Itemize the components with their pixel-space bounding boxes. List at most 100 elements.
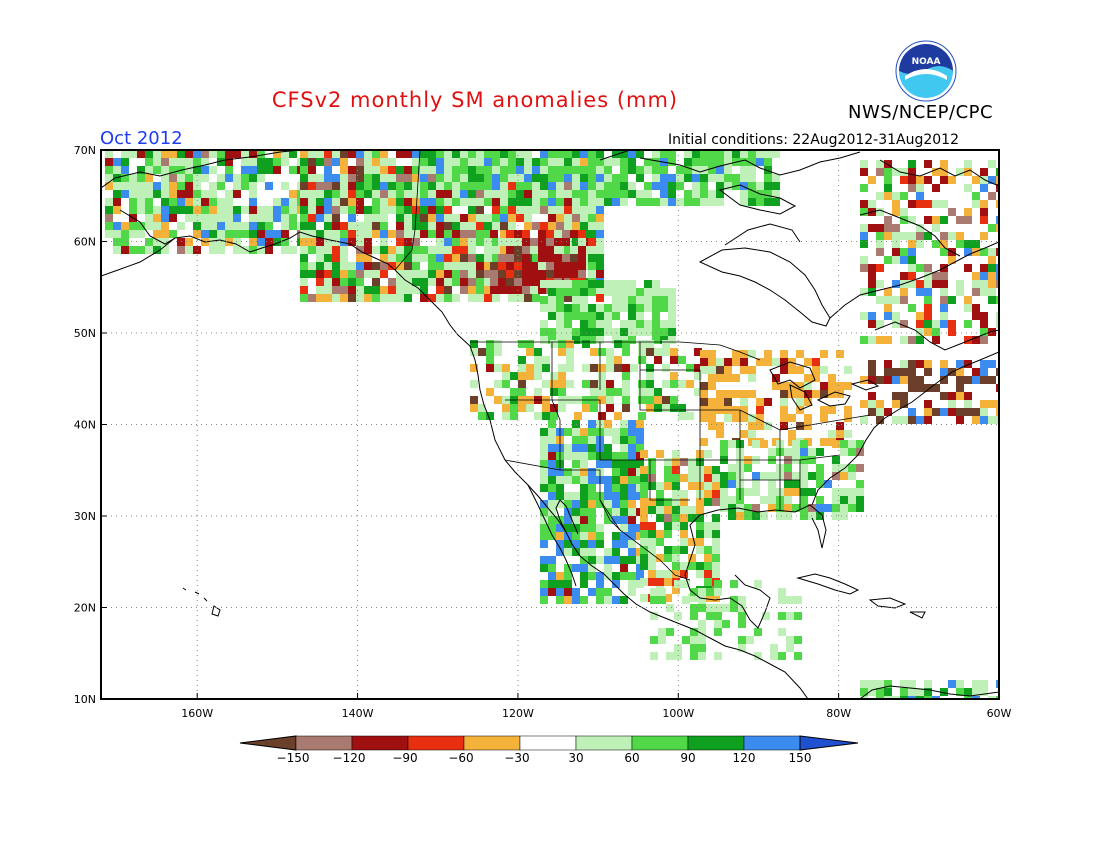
legend-tick-label: 150 [789,751,812,765]
anomaly-cell [404,190,412,198]
anomaly-cell [900,392,908,400]
anomaly-cell [428,294,436,302]
anomaly-cell [580,476,588,484]
anomaly-cell [145,206,153,214]
anomaly-cell [556,288,564,296]
anomaly-cell [620,444,628,452]
anomaly-cell [316,174,324,182]
anomaly-cell [700,366,708,374]
anomaly-cell [860,680,868,688]
anomaly-cell [420,222,428,230]
anomaly-cell [696,506,704,514]
anomaly-cell [588,532,596,540]
anomaly-cell [300,158,308,166]
anomaly-cell [137,246,145,254]
anomaly-cell [564,548,572,556]
anomaly-cell [185,158,193,166]
map-title: CFSv2 monthly SM anomalies (mm) [271,88,679,112]
anomaly-cell [606,356,614,364]
anomaly-cell [780,366,788,374]
anomaly-cell [788,366,796,374]
anomaly-cell [324,294,332,302]
anomaly-cell [562,254,570,262]
anomaly-cell [640,490,648,498]
anomaly-cell [396,222,404,230]
anomaly-cell [534,356,542,364]
anomaly-cell [494,396,502,404]
anomaly-cell [516,214,524,222]
anomaly-cell [548,190,556,198]
anomaly-cell [652,296,660,304]
anomaly-cell [620,320,628,328]
anomaly-cell [372,286,380,294]
anomaly-cell [860,184,868,192]
anomaly-cell [348,206,356,214]
anomaly-cell [996,296,999,304]
anomaly-cell [868,336,876,344]
anomaly-cell [538,230,546,238]
anomaly-cell [580,468,588,476]
anomaly-cell [161,222,169,230]
anomaly-cell [620,476,628,484]
anomaly-cell [249,158,257,166]
anomaly-cell [596,246,604,254]
anomaly-cell [468,158,476,166]
anomaly-cell [564,588,572,596]
anomaly-cell [620,304,628,312]
anomaly-cell [492,150,500,158]
anomaly-cell [884,192,892,200]
anomaly-cell [646,340,654,348]
anomaly-cell [540,190,548,198]
anomaly-cell [161,158,169,166]
anomaly-cell [708,158,716,166]
anomaly-cell [816,504,824,512]
anomaly-cell [628,468,636,476]
anomaly-cell [948,320,956,328]
anomaly-cell [836,390,844,398]
anomaly-cell [988,696,996,699]
legend-tick-label: 60 [624,751,639,765]
anomaly-cell [988,176,996,184]
anomaly-cell [684,174,692,182]
anomaly-cell [524,158,532,166]
anomaly-cell [412,198,420,206]
anomaly-cell [564,166,572,174]
anomaly-cell [273,206,281,214]
anomaly-cell [460,270,468,278]
anomaly-cell [540,206,548,214]
anomaly-cell [364,214,372,222]
anomaly-cell [177,222,185,230]
anomaly-cell [796,350,804,358]
anomaly-cell [428,206,436,214]
anomaly-cell [720,504,728,512]
anomaly-cell [241,230,249,238]
anomaly-cell [412,158,420,166]
anomaly-cell [498,254,506,262]
anomaly-cell [768,448,776,456]
anomaly-cell [572,588,580,596]
anomaly-cell [470,364,478,372]
anomaly-cell [900,680,908,688]
anomaly-cell [540,540,548,548]
anomaly-cell [980,320,988,328]
anomaly-cell [530,270,538,278]
anomaly-cell [540,444,548,452]
anomaly-cell [672,546,680,554]
anomaly-cell [121,238,129,246]
anomaly-cell [640,530,648,538]
anomaly-cell [940,408,948,416]
anomaly-cell [145,190,153,198]
anomaly-cell [712,570,720,578]
anomaly-cell [388,246,396,254]
anomaly-cell [580,174,588,182]
anomaly-cell [209,182,217,190]
anomaly-cell [500,158,508,166]
anomaly-cell [177,246,185,254]
anomaly-cell [630,364,638,372]
anomaly-cell [562,230,570,238]
anomaly-cell [572,468,580,476]
anomaly-cell [249,246,257,254]
anomaly-cell [380,222,388,230]
anomaly-cell [300,286,308,294]
anomaly-cell [796,382,804,390]
